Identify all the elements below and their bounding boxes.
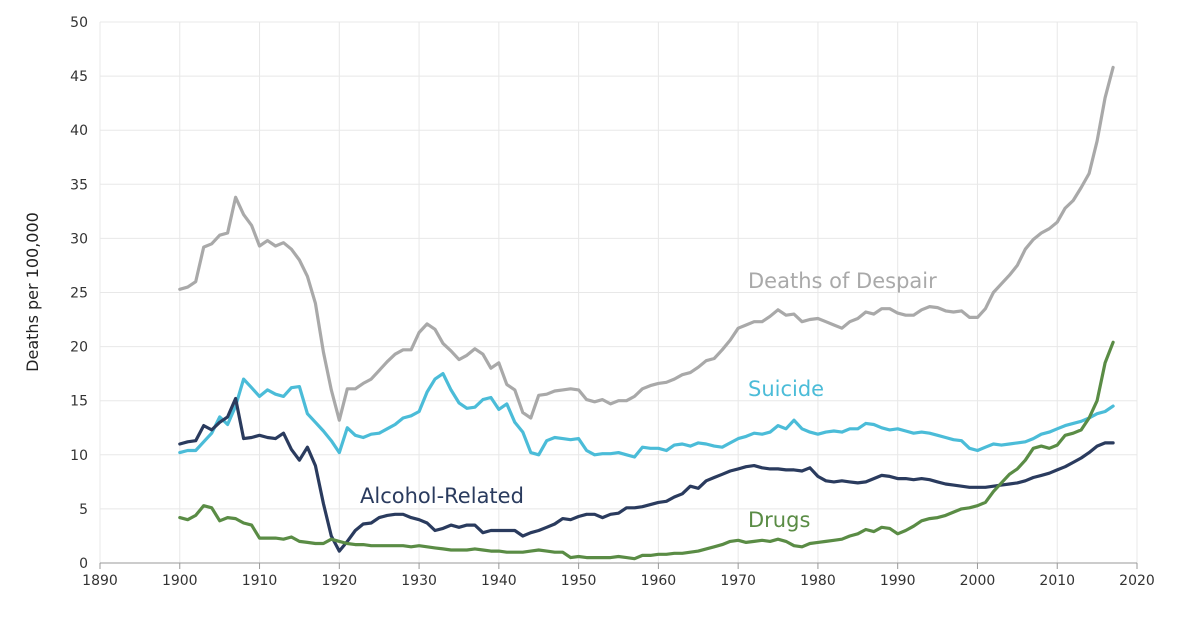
x-tick-label: 1920	[321, 573, 357, 589]
series-line-deaths-of-despair	[178, 65, 1115, 422]
y-tick-label: 20	[70, 340, 88, 356]
series-label-drugs: Drugs	[748, 508, 810, 532]
y-tick-label: 30	[70, 231, 88, 247]
x-tick-label: 2010	[1039, 573, 1075, 589]
gridlines	[99, 21, 1138, 564]
x-tick-label: 1940	[481, 573, 517, 589]
series-lines	[178, 65, 1115, 561]
x-tick-label: 2020	[1119, 573, 1155, 589]
series-label-deaths-of-despair: Deaths of Despair	[748, 269, 937, 293]
y-tick-label: 0	[79, 556, 88, 572]
series-line-alcohol-related	[178, 396, 1115, 553]
x-tick-label: 2000	[960, 573, 996, 589]
y-axis-label: Deaths per 100,000	[23, 212, 42, 372]
series-labels: Deaths of Despair Suicide Alcohol-Related D…	[360, 269, 937, 532]
series-label-suicide: Suicide	[748, 377, 824, 401]
y-tick-label: 45	[70, 69, 88, 85]
x-tick-label: 1930	[401, 573, 437, 589]
x-tick-label: 1990	[880, 573, 916, 589]
series-line-suicide	[178, 372, 1115, 459]
x-tick-label: 1980	[800, 573, 836, 589]
y-tick-label: 35	[70, 177, 88, 193]
y-tick-label: 5	[79, 502, 88, 518]
y-tick-label: 40	[70, 123, 88, 139]
series-label-alcohol-related: Alcohol-Related	[360, 484, 524, 508]
y-tick-label: 15	[70, 394, 88, 410]
x-tick-label: 1970	[720, 573, 756, 589]
x-tick-label: 1910	[242, 573, 278, 589]
y-tick-label: 25	[70, 286, 88, 302]
x-tick-label: 1900	[162, 573, 198, 589]
y-axis: 0 5 10 15 20 25 30 35 40 45 50	[70, 15, 88, 572]
series-line-drugs	[178, 340, 1115, 561]
x-tick-label: 1890	[82, 573, 118, 589]
y-tick-label: 50	[70, 15, 88, 31]
y-tick-label: 10	[70, 448, 88, 464]
x-tick-label: 1950	[561, 573, 597, 589]
x-tick-label: 1960	[641, 573, 677, 589]
x-axis: 1890 1900 1910 1920 1930 1940 1950 1960 1970 1980…	[82, 562, 1155, 589]
